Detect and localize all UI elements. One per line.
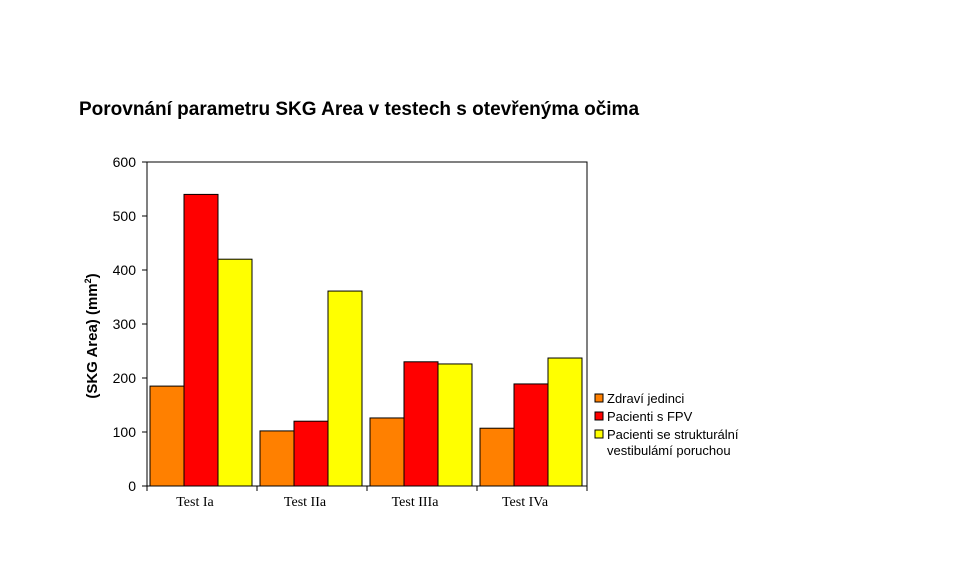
bar	[259, 430, 295, 487]
y-axis-label-text: (SKG Area) (mm	[84, 283, 101, 398]
chart-title: Porovnání parametru SKG Area v testech s…	[79, 99, 639, 120]
bar	[327, 290, 363, 487]
y-tick-label: 0	[128, 478, 136, 494]
y-tick-label: 600	[113, 154, 137, 170]
legend-swatch	[594, 411, 604, 421]
legend: Zdraví jedinci Pacienti s FPV Pacienti se …	[594, 391, 739, 458]
y-tick-label: 500	[113, 208, 137, 224]
bar	[479, 427, 515, 487]
bar	[293, 420, 329, 487]
legend-swatch	[594, 393, 604, 403]
bar	[547, 357, 583, 487]
bar	[369, 417, 405, 487]
legend-label: Zdraví jedinci	[607, 391, 684, 406]
legend-label: Pacienti se strukturální	[607, 427, 739, 442]
legend-label: Pacienti s FPV	[607, 409, 693, 424]
y-axis-label: (SKG Area) (mm2)	[83, 273, 101, 398]
x-tick-label: Test Ia	[176, 495, 214, 510]
y-tick-label: 200	[113, 370, 137, 386]
bar	[183, 193, 219, 487]
bar	[513, 383, 549, 487]
bar	[403, 361, 439, 487]
y-axis: 0 100 200 300 400 500 600	[113, 154, 147, 494]
x-tick-label: Test IIa	[284, 495, 327, 510]
bars-group	[149, 193, 583, 487]
bar	[149, 385, 185, 487]
y-tick-label: 400	[113, 262, 137, 278]
y-axis-label-close: )	[84, 273, 101, 278]
y-tick-label: 300	[113, 316, 137, 332]
y-axis-label-superscript: 2	[83, 278, 93, 283]
legend-label: vestibulámí poruchou	[607, 443, 731, 458]
x-tick-label: Test IVa	[502, 495, 549, 510]
x-tick-label: Test IIIa	[392, 495, 440, 510]
x-axis: Test Ia Test IIa Test IIIa Test IVa	[146, 486, 588, 510]
bar	[437, 363, 473, 487]
legend-swatch	[594, 429, 604, 439]
bar	[217, 258, 253, 487]
y-tick-label: 100	[113, 424, 137, 440]
